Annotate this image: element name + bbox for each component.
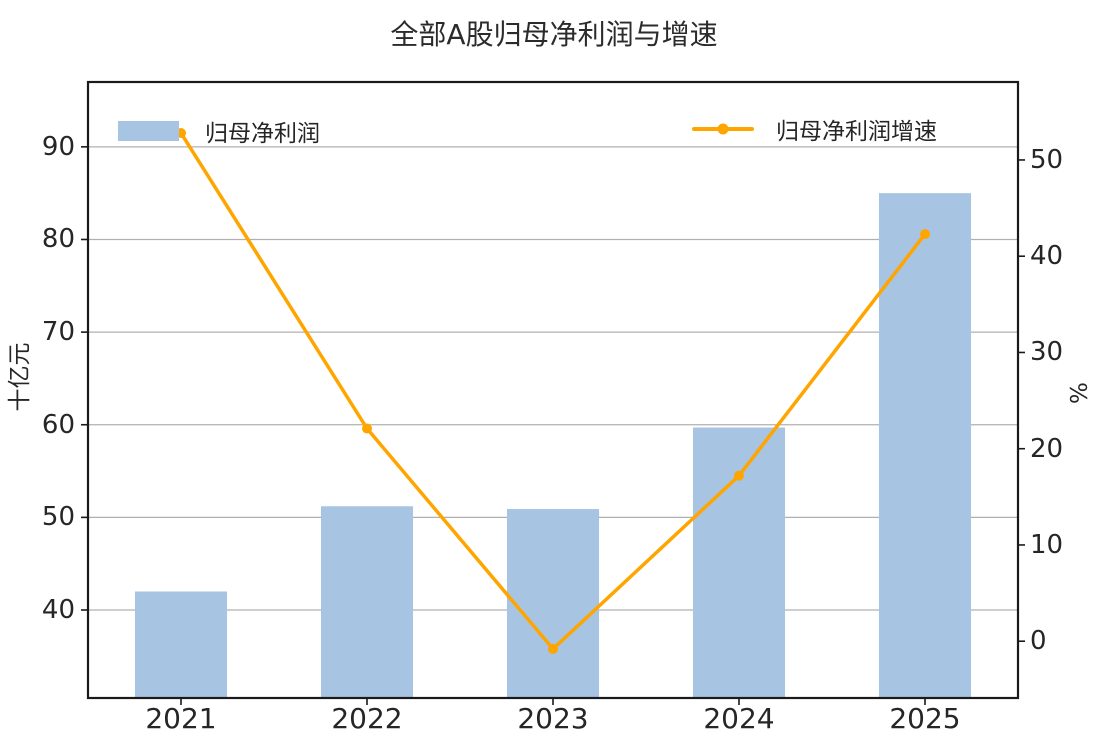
- line-swatch-icon: [692, 123, 754, 135]
- marker-2025: [920, 229, 930, 240]
- legend-label-net-profit: 归母净利润: [205, 121, 320, 147]
- chart-title: 全部A股归母净利润与增速: [390, 18, 718, 51]
- bar-2021: [134, 591, 228, 698]
- left-tick-label-70: 70: [41, 317, 75, 348]
- right-tick-label-0: 0: [1030, 626, 1047, 657]
- marker-2022: [362, 423, 372, 434]
- x-tick-label-2021: 2021: [145, 702, 217, 735]
- right-tick-label-10: 10: [1030, 529, 1064, 560]
- marker-dot-icon: [717, 123, 729, 135]
- right-tick-label-40: 40: [1030, 241, 1064, 272]
- right-tick-label-30: 30: [1030, 337, 1064, 368]
- left-tick-label-60: 60: [41, 409, 75, 440]
- marker-2024: [734, 470, 744, 481]
- x-tick-label-2022: 2022: [331, 702, 403, 735]
- left-tick-label-50: 50: [41, 502, 75, 533]
- right-tick-label-50: 50: [1030, 144, 1064, 175]
- legend-label-growth: 归母净利润增速: [776, 119, 937, 145]
- left-tick-label-90: 90: [41, 131, 75, 162]
- bar-2025: [878, 193, 972, 698]
- plot-border: [86, 80, 1020, 700]
- bar-2022: [320, 506, 414, 698]
- left-tick-label-40: 40: [41, 595, 75, 625]
- right-tick-label-20: 20: [1030, 433, 1064, 464]
- bar-swatch-icon: [118, 121, 179, 141]
- x-tick-label-2023: 2023: [517, 702, 589, 735]
- left-tick-label-80: 80: [41, 224, 75, 255]
- bar-2024: [692, 427, 786, 698]
- x-tick-label-2025: 2025: [889, 702, 961, 735]
- legend-item-net-profit: 归母净利润: [118, 114, 320, 148]
- legend-item-growth: 归母净利润增速: [692, 112, 937, 146]
- marker-2023: [548, 643, 558, 654]
- bar-2023: [506, 509, 600, 698]
- x-tick-label-2024: 2024: [703, 702, 775, 735]
